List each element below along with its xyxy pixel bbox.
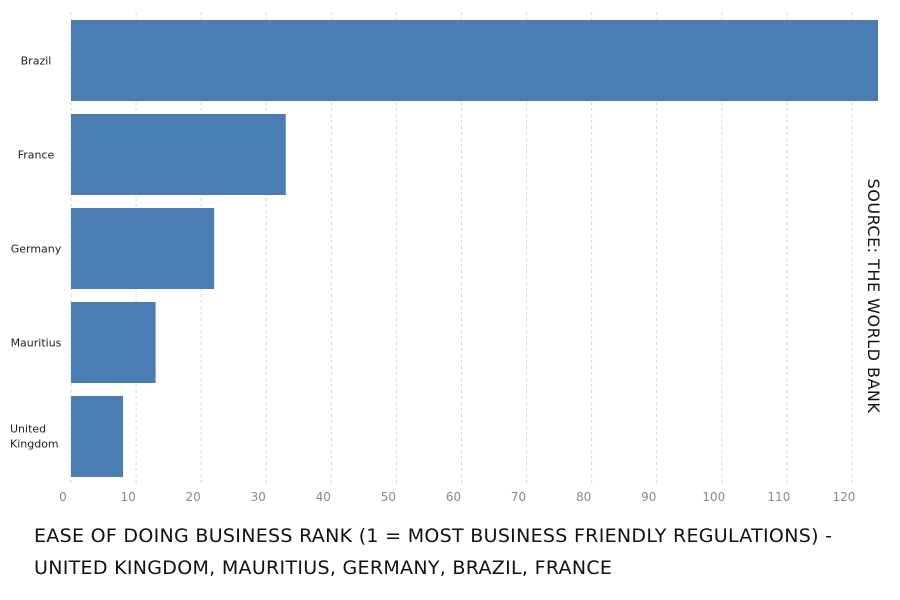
x-tick-label: 50 [381, 490, 396, 504]
x-tick-label: 40 [316, 490, 331, 504]
x-tick-label: 30 [251, 490, 266, 504]
x-tick-label: 20 [186, 490, 201, 504]
chart-title: EASE OF DOING BUSINESS RANK (1 = MOST BU… [34, 525, 833, 579]
category-labels: Brazil France Germany Mauritius United Kingdo… [10, 55, 62, 451]
x-tick-label: 60 [446, 490, 461, 504]
bar-brazil [71, 20, 878, 101]
category-label: France [18, 149, 55, 162]
bars [71, 20, 878, 477]
x-tick-label: 0 [59, 490, 67, 504]
category-label: Germany [11, 243, 62, 256]
x-tick-label: 120 [833, 490, 856, 504]
x-tick-label: 80 [576, 490, 591, 504]
bar-united-kingdom [71, 396, 124, 477]
bar-france [71, 114, 286, 195]
category-label: Mauritius [11, 337, 62, 350]
x-tick-label: 90 [641, 490, 656, 504]
x-tick-label: 10 [120, 490, 135, 504]
category-label: United Kingdom [10, 423, 59, 451]
bar-germany [71, 208, 215, 289]
category-label: Brazil [21, 55, 52, 68]
x-tick-label: 110 [767, 490, 790, 504]
source-label: SOURCE: THE WORLD BANK [864, 179, 883, 414]
bar-mauritius [71, 302, 156, 383]
x-tick-label: 70 [511, 490, 526, 504]
x-axis-ticks: 0 10 20 30 40 50 60 70 80 90 100 110 120 [59, 490, 855, 504]
x-tick-label: 100 [702, 490, 725, 504]
